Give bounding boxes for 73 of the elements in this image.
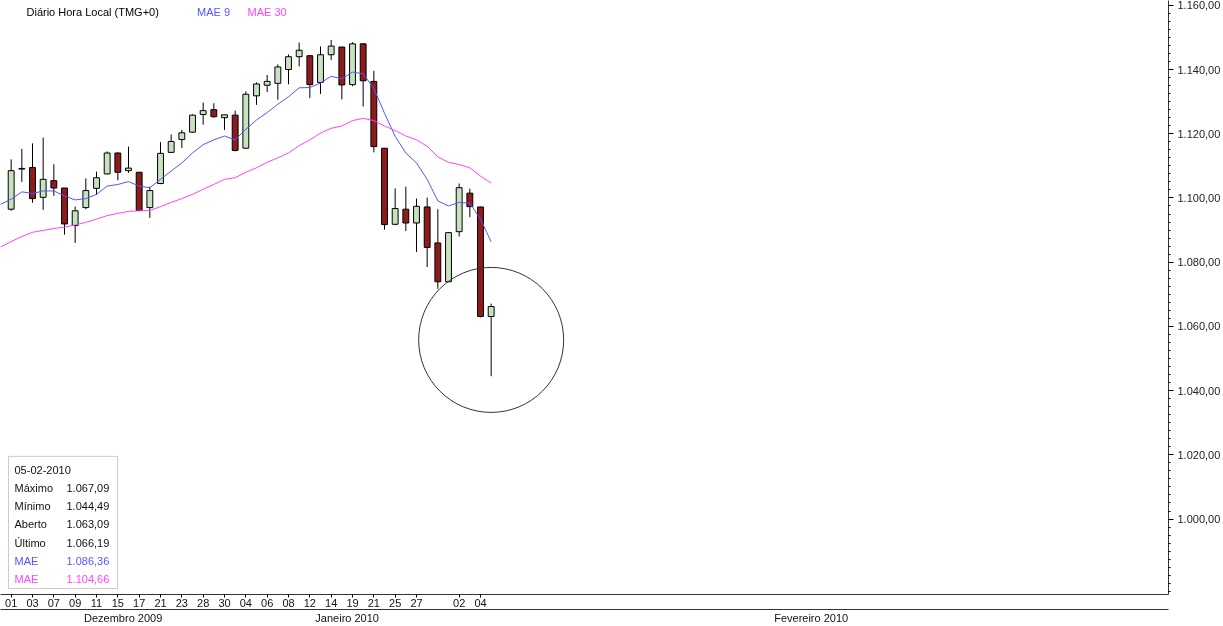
x-tick-label: 21: [367, 596, 380, 609]
annotation: 1.044,49: [66, 500, 110, 513]
text: Janeiro 2010: [315, 611, 379, 624]
candlestick: [295, 42, 303, 67]
candlestick: [487, 303, 495, 377]
text: Dezembro 2009: [84, 611, 163, 624]
x-tick-label: 15: [111, 596, 124, 609]
x-tick-label: 06: [261, 596, 274, 609]
x-tick-label: 04: [239, 596, 252, 609]
text: Fevereiro 2010: [774, 611, 849, 624]
candlestick: [71, 206, 79, 244]
y-tick-label: 1.160,00: [1177, 0, 1221, 12]
x-tick-label: 25: [389, 596, 402, 609]
candlestick: [103, 150, 111, 176]
annotation: Aberto: [14, 518, 47, 531]
x-tick-label: 01: [5, 596, 18, 609]
x-tick-label: 07: [47, 596, 60, 609]
line-series: [0, 71, 492, 243]
annotation: 05-02-2010: [14, 463, 71, 476]
y-tick-label: 1.060,00: [1177, 320, 1221, 333]
y-tick-label: 1.140,00: [1177, 63, 1221, 76]
x-tick-label: 12: [303, 596, 316, 609]
candlestick: [285, 53, 292, 85]
x-tick-label: 23: [175, 596, 188, 609]
x-tick-label: 08: [282, 596, 295, 609]
candlestick: [199, 102, 207, 126]
candlestick: [93, 171, 100, 196]
candlestick: [253, 81, 260, 106]
candlestick: [82, 177, 90, 210]
candlestick: [50, 163, 58, 197]
line-series: [0, 117, 492, 248]
text: MAE 30: [247, 5, 287, 18]
candlestick: [39, 137, 47, 211]
y-tick-label: 1.020,00: [1177, 448, 1221, 461]
annotation: 1.086,36: [66, 555, 110, 568]
text: Diário Hora Local (TMG+0): [26, 5, 159, 18]
candlestick: [18, 148, 26, 183]
candlestick: [413, 198, 420, 253]
candlestick: [327, 39, 335, 61]
candlestick: [114, 151, 122, 181]
candlestick: [391, 187, 399, 226]
y-tick-label: 1.120,00: [1177, 127, 1221, 140]
x-tick-label: 14: [325, 596, 338, 609]
x-tick-label: 17: [133, 596, 146, 609]
annotation: Máximo: [14, 481, 54, 494]
x-tick-label: 27: [410, 596, 423, 609]
x-tick-label: 21: [154, 596, 167, 609]
x-tick-label: 19: [346, 596, 359, 609]
annotation: 1.063,09: [66, 518, 110, 531]
candlestick: [146, 186, 154, 219]
annotation: 1.066,19: [66, 536, 110, 549]
annotation: 1.104,66: [66, 573, 110, 586]
x-tick-label: 30: [218, 596, 231, 609]
x-tick-label: 04: [474, 596, 487, 609]
x-tick-label: 11: [90, 596, 103, 609]
text: MAE 9: [197, 5, 231, 18]
y-tick-label: 1.080,00: [1177, 256, 1221, 269]
y-tick-label: 1.040,00: [1177, 384, 1221, 397]
annotation: 1.067,09: [66, 481, 110, 494]
x-tick-label: 09: [69, 596, 82, 609]
candlestick: [402, 186, 410, 232]
annotation: Mínimo: [14, 500, 51, 513]
candlestick: [189, 113, 196, 134]
annotation: MAE: [14, 573, 39, 586]
annotation: MAE: [14, 555, 39, 568]
x-tick-label: 03: [26, 596, 39, 609]
candlestick: [125, 146, 132, 174]
y-tick-label: 1.000,00: [1177, 513, 1221, 526]
y-tick-label: 1.100,00: [1177, 191, 1221, 204]
candlestick: [274, 63, 282, 101]
x-tick-label: 28: [197, 596, 210, 609]
annotation: Último: [14, 536, 46, 549]
x-tick-label: 02: [453, 596, 466, 609]
